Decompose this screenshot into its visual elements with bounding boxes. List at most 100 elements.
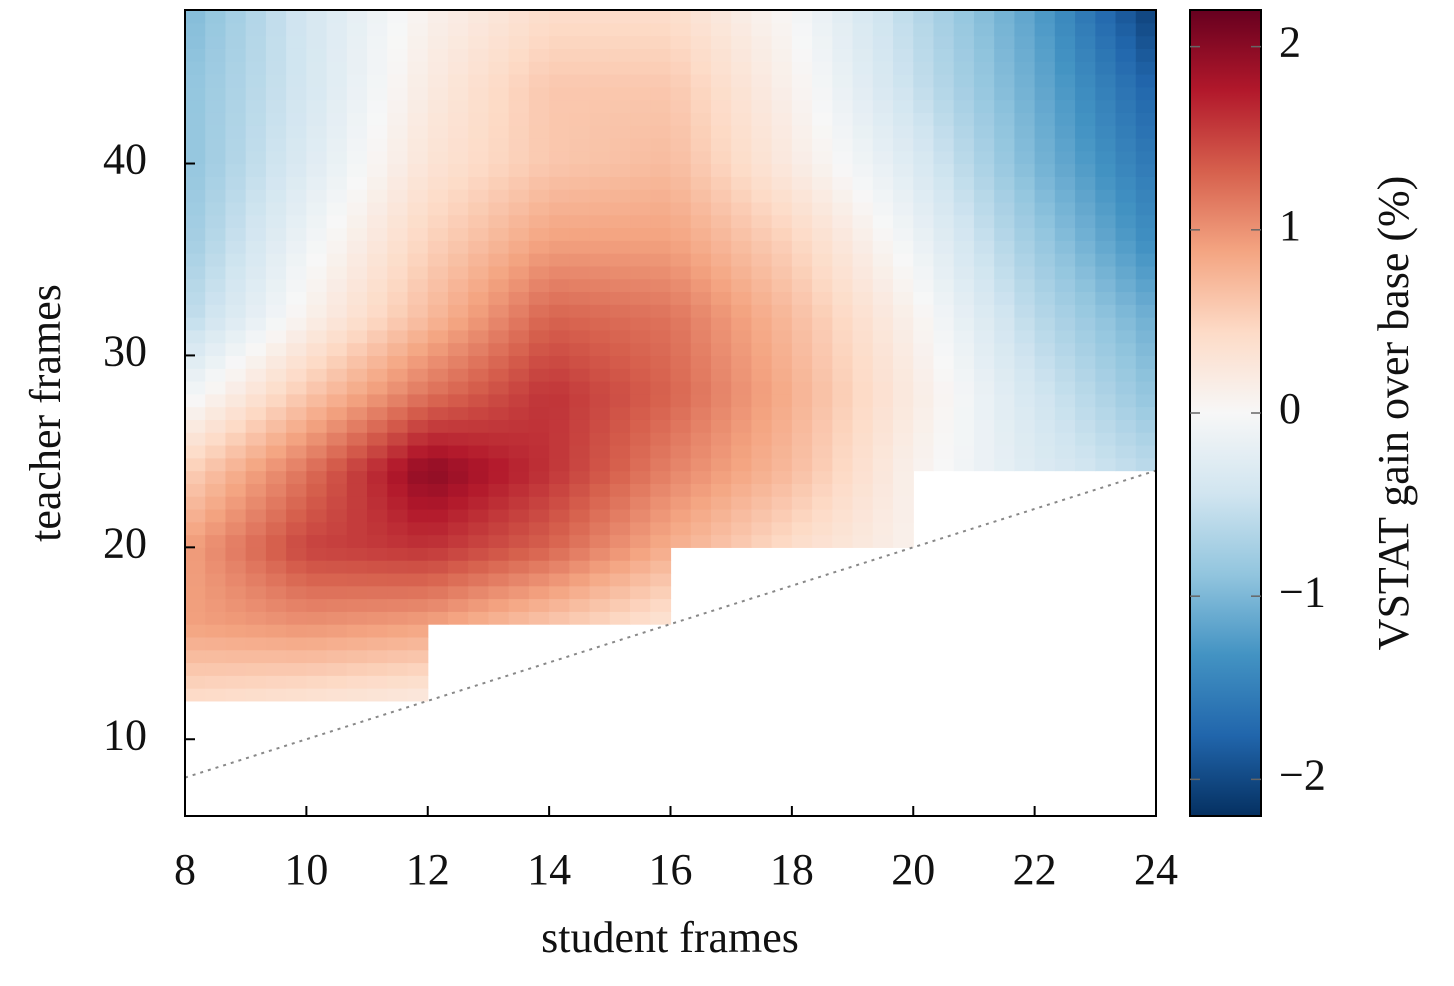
cell bbox=[771, 265, 793, 280]
cell bbox=[812, 329, 833, 344]
cell bbox=[893, 73, 914, 88]
cell bbox=[427, 406, 449, 420]
cell bbox=[852, 444, 874, 459]
cell bbox=[488, 150, 510, 165]
cell bbox=[508, 214, 530, 229]
cell bbox=[630, 598, 651, 612]
cell bbox=[771, 508, 793, 523]
cell bbox=[205, 35, 227, 49]
cell bbox=[488, 125, 510, 139]
cell bbox=[488, 176, 510, 190]
cell bbox=[771, 240, 793, 254]
cell bbox=[751, 201, 773, 216]
cell bbox=[771, 201, 793, 216]
cell bbox=[407, 10, 429, 24]
cell bbox=[569, 611, 591, 625]
cell bbox=[913, 432, 935, 446]
cell bbox=[1135, 406, 1156, 420]
cell bbox=[306, 688, 328, 702]
cell bbox=[468, 201, 490, 216]
cell bbox=[832, 22, 854, 37]
cell bbox=[771, 457, 793, 472]
cell bbox=[650, 291, 672, 305]
cell bbox=[306, 585, 328, 600]
cell bbox=[589, 355, 611, 369]
cell bbox=[306, 636, 328, 651]
cell bbox=[245, 675, 267, 689]
cell bbox=[346, 547, 368, 561]
cell bbox=[346, 419, 368, 433]
cell bbox=[609, 253, 631, 267]
cell bbox=[710, 150, 732, 165]
cell bbox=[589, 73, 611, 88]
cell bbox=[1075, 253, 1096, 267]
cell bbox=[468, 355, 490, 369]
cell bbox=[650, 253, 672, 267]
cell bbox=[630, 457, 651, 472]
cell bbox=[953, 214, 975, 229]
cell bbox=[326, 381, 348, 395]
cell bbox=[528, 368, 550, 382]
cell bbox=[1054, 291, 1076, 305]
cell bbox=[933, 265, 955, 280]
cell bbox=[225, 253, 247, 267]
cell bbox=[265, 662, 287, 676]
cell bbox=[427, 48, 449, 62]
cell bbox=[1095, 227, 1117, 241]
cell bbox=[346, 150, 368, 165]
cell bbox=[468, 10, 490, 24]
cell bbox=[973, 10, 995, 24]
cell bbox=[913, 22, 935, 37]
cell bbox=[185, 150, 206, 165]
cell bbox=[771, 444, 793, 459]
cell bbox=[245, 649, 267, 664]
cell bbox=[367, 73, 388, 88]
cell bbox=[346, 649, 368, 664]
cell bbox=[346, 86, 368, 101]
cell bbox=[994, 253, 1015, 267]
cell bbox=[933, 304, 955, 318]
cell bbox=[346, 636, 368, 651]
cell bbox=[852, 10, 874, 24]
cell bbox=[791, 483, 813, 497]
cell bbox=[245, 265, 267, 280]
cell bbox=[933, 329, 955, 344]
cell bbox=[731, 304, 753, 318]
cell bbox=[994, 355, 1015, 369]
cell bbox=[913, 393, 935, 408]
cell bbox=[569, 406, 591, 420]
cell bbox=[326, 10, 348, 24]
cell bbox=[447, 201, 469, 216]
cell bbox=[1075, 265, 1096, 280]
cell bbox=[751, 150, 773, 165]
cell bbox=[488, 201, 510, 216]
cell bbox=[589, 483, 611, 497]
cell bbox=[427, 99, 449, 113]
cell bbox=[913, 278, 935, 293]
cell bbox=[286, 688, 307, 702]
cell bbox=[1014, 227, 1036, 241]
cell bbox=[690, 176, 712, 190]
cell bbox=[852, 381, 874, 395]
cell bbox=[973, 99, 995, 113]
cell bbox=[407, 368, 429, 382]
cell bbox=[427, 534, 449, 548]
cell bbox=[549, 406, 570, 420]
cell bbox=[609, 137, 631, 152]
cell bbox=[185, 662, 206, 676]
cell bbox=[205, 253, 227, 267]
cell bbox=[751, 470, 773, 484]
cell bbox=[1095, 291, 1117, 305]
cell bbox=[306, 214, 328, 229]
cell bbox=[205, 317, 227, 331]
cell bbox=[1014, 278, 1036, 293]
cell bbox=[265, 86, 287, 101]
cell bbox=[1135, 125, 1156, 139]
cell bbox=[326, 86, 348, 101]
cell bbox=[589, 329, 611, 344]
cell bbox=[468, 470, 490, 484]
cell bbox=[225, 22, 247, 37]
cell bbox=[690, 381, 712, 395]
cell bbox=[771, 61, 793, 75]
cell bbox=[973, 381, 995, 395]
